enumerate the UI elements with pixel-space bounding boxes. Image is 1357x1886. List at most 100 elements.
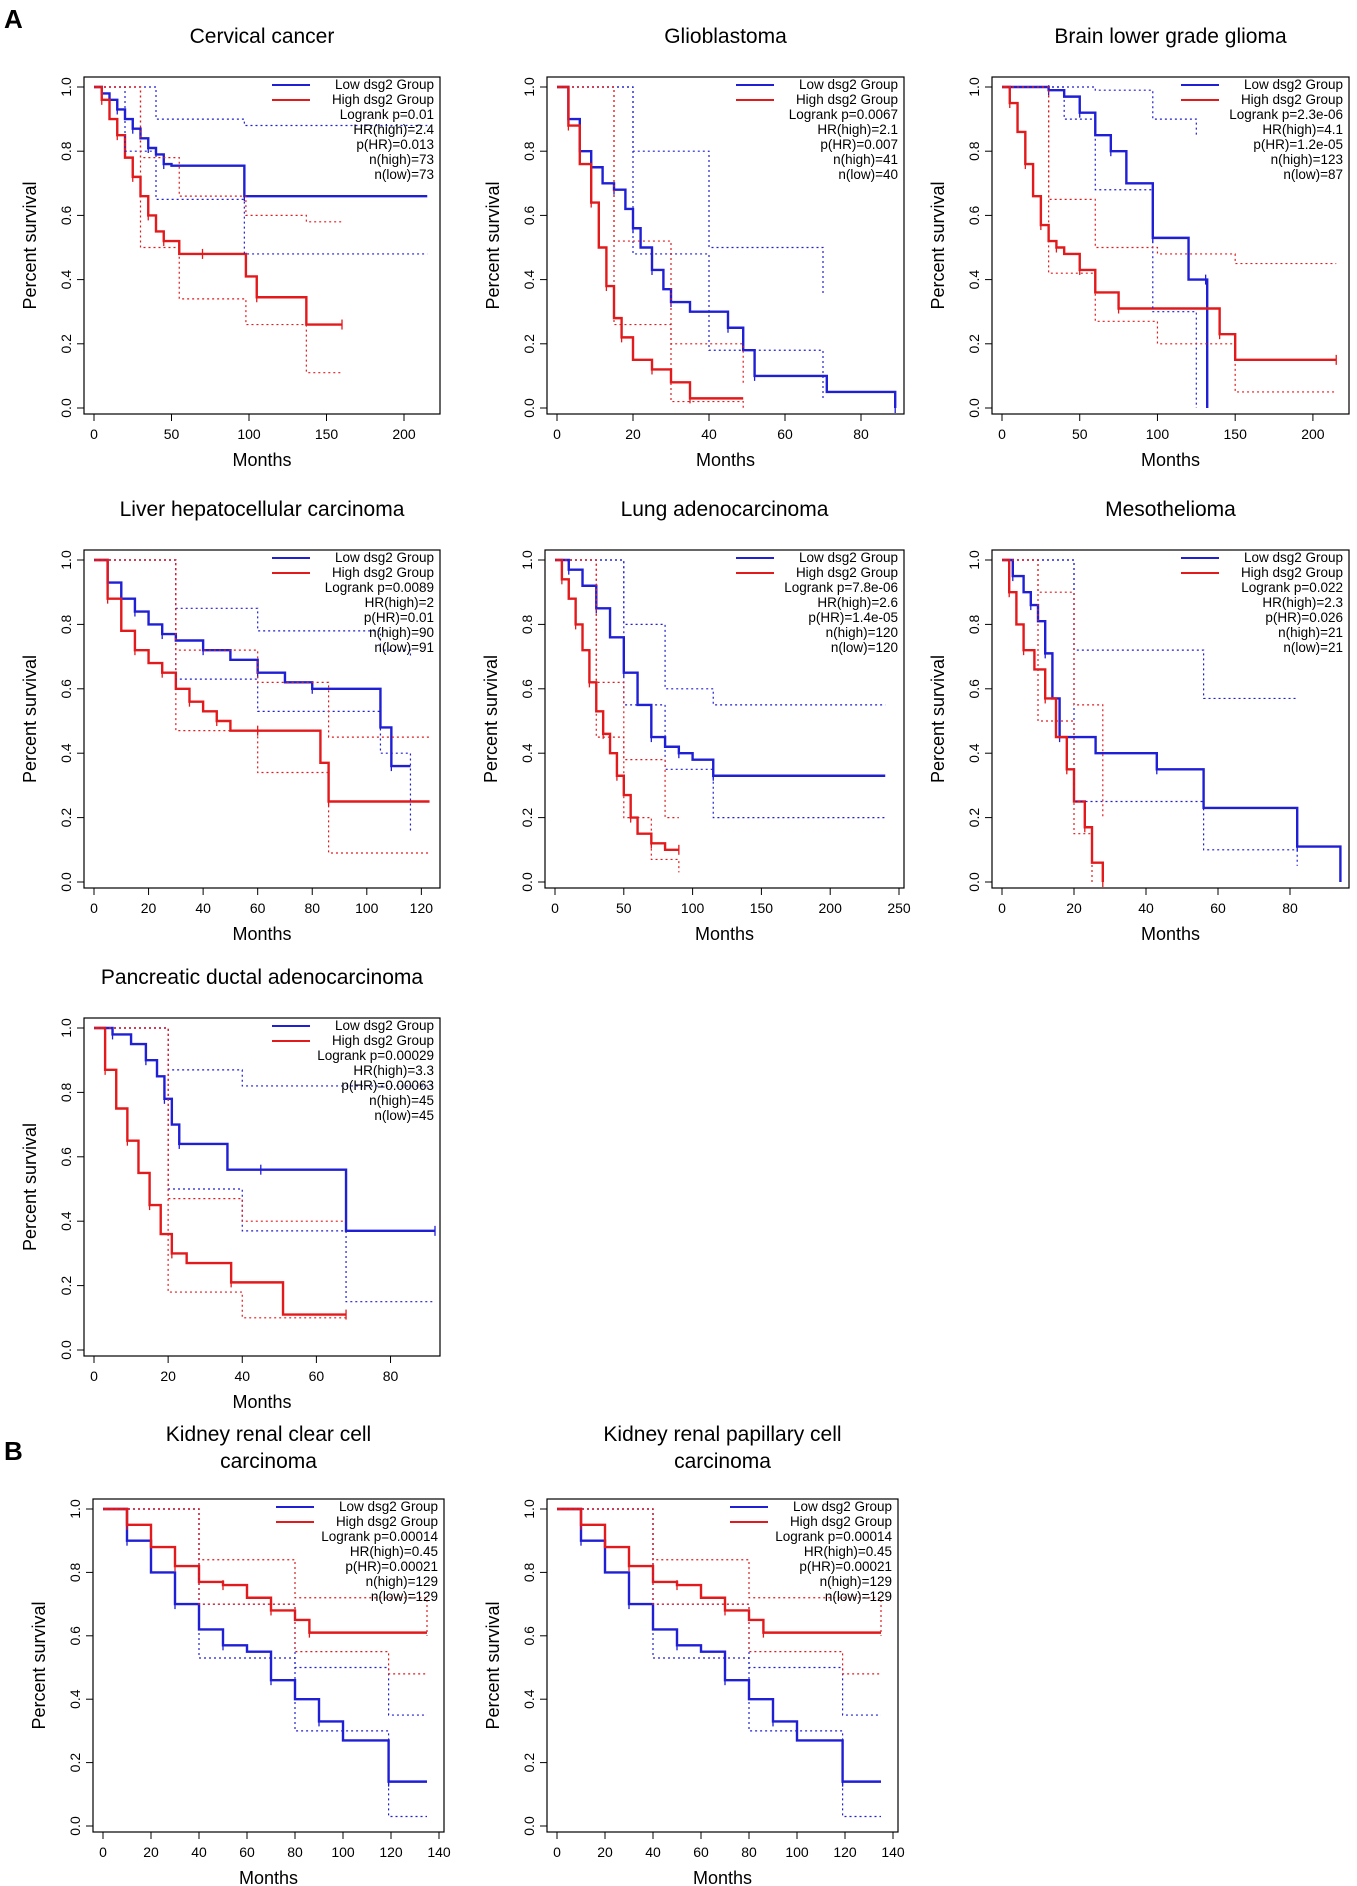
stat-annotation: n(low)=91	[374, 640, 434, 655]
y-tick-label: 0.2	[966, 808, 982, 828]
x-tick-label: 20	[1066, 900, 1082, 916]
x-axis-label: Months	[239, 1868, 298, 1886]
y-tick-label: 0.4	[521, 1689, 537, 1709]
x-tick-label: 50	[164, 426, 180, 442]
stat-annotation: HR(high)=0.45	[804, 1544, 892, 1559]
stat-annotation: n(high)=129	[366, 1574, 438, 1589]
x-tick-label: 0	[90, 426, 98, 442]
x-tick-label: 0	[553, 1844, 561, 1860]
x-axis-label: Months	[232, 924, 291, 944]
x-tick-label: 120	[379, 1844, 403, 1860]
stat-annotation: HR(high)=2.6	[817, 595, 898, 610]
x-axis-label: Months	[232, 1392, 291, 1412]
y-tick-label: 1.0	[521, 77, 537, 97]
ci-line-low-lower-ci	[94, 86, 428, 255]
y-tick-label: 0.8	[519, 614, 535, 634]
x-tick-label: 20	[143, 1844, 159, 1860]
chart-3: Brain lower grade glioma 0 50 100 150 200 Mont…	[928, 25, 1350, 470]
x-tick-label: 100	[785, 1844, 809, 1860]
legend-entry: Low dsg2 Group	[339, 1499, 438, 1514]
y-tick-label: 1.0	[966, 550, 982, 570]
x-tick-label: 60	[693, 1844, 709, 1860]
x-tick-label: 60	[777, 426, 793, 442]
y-axis-label: Percent survival	[20, 181, 40, 309]
y-tick-label: 0.0	[67, 1816, 83, 1836]
y-axis-label: Percent survival	[483, 1601, 503, 1729]
panel-label-b: B	[4, 1436, 23, 1466]
x-tick-label: 40	[234, 1368, 250, 1384]
survival-curve-high-dsg2-group	[555, 558, 679, 851]
ci-line-high-upper-ci	[94, 1027, 347, 1222]
x-axis-label: Months	[696, 450, 755, 470]
stat-annotation: p(HR)=0.00063	[341, 1078, 434, 1093]
y-tick-label: 0.2	[58, 808, 74, 828]
y-tick-label: 0.4	[521, 270, 537, 290]
x-tick-label: 120	[833, 1844, 857, 1860]
y-tick-label: 0.2	[519, 808, 535, 828]
survival-curve-low-dsg2-group	[557, 85, 897, 408]
y-tick-label: 0.4	[966, 743, 982, 763]
survival-curve-low-dsg2-group	[1002, 85, 1209, 408]
stat-annotation: HR(high)=3.3	[353, 1063, 434, 1078]
x-tick-label: 60	[239, 1844, 255, 1860]
stat-annotation: n(high)=129	[820, 1574, 892, 1589]
x-tick-label: 20	[625, 426, 641, 442]
x-tick-label: 200	[1301, 426, 1325, 442]
x-tick-label: 120	[410, 900, 434, 916]
survival-curve-low-dsg2-group	[103, 1507, 427, 1783]
stat-annotation: HR(high)=2.4	[353, 122, 434, 137]
survival-curve-low-dsg2-group	[557, 1507, 881, 1783]
survival-curve-high-dsg2-group	[94, 1026, 347, 1316]
stat-annotation: p(HR)=0.00021	[345, 1559, 438, 1574]
plot-frame	[544, 549, 905, 889]
ci-line-low-upper-ci	[94, 559, 412, 657]
y-axis-label: Percent survival	[20, 655, 40, 783]
x-axis-label: Months	[693, 1868, 752, 1886]
plot-frame	[83, 549, 441, 889]
stat-annotation: p(HR)=0.026	[1265, 610, 1343, 625]
chart-title: carcinoma	[220, 1450, 317, 1473]
chart-title: Mesothelioma	[1105, 498, 1236, 521]
y-tick-label: 0.6	[519, 679, 535, 699]
chart-title: Liver hepatocellular carcinoma	[120, 498, 405, 521]
ci-line-high-lower-ci	[557, 1508, 881, 1675]
y-tick-label: 0.8	[58, 1082, 74, 1102]
ci-line-low-upper-ci	[1002, 86, 1197, 136]
y-tick-label: 0.0	[58, 398, 74, 418]
y-tick-label: 0.4	[58, 1211, 74, 1231]
chart-title: Kidney renal clear cell	[166, 1423, 371, 1446]
y-tick-label: 0.8	[521, 1562, 537, 1582]
chart-title: Cervical cancer	[190, 25, 335, 48]
x-tick-label: 0	[551, 900, 559, 916]
stat-annotation: Logrank p=0.00014	[775, 1529, 892, 1544]
stat-annotation: n(low)=129	[825, 1589, 892, 1604]
x-tick-label: 150	[315, 426, 339, 442]
legend-entry: Low dsg2 Group	[799, 77, 898, 92]
chart-title: carcinoma	[674, 1450, 771, 1473]
x-tick-label: 80	[383, 1368, 399, 1384]
stat-annotation: n(high)=123	[1271, 152, 1343, 167]
y-axis-label: Percent survival	[928, 655, 948, 783]
ci-line-high-lower-ci	[103, 1508, 427, 1675]
legend-entry: High dsg2 Group	[332, 1033, 434, 1048]
x-tick-label: 250	[887, 900, 911, 916]
survival-curve-high-dsg2-group	[94, 85, 342, 326]
x-axis-label: Months	[232, 450, 291, 470]
y-tick-label: 0.8	[58, 141, 74, 161]
x-tick-label: 140	[881, 1844, 905, 1860]
stat-annotation: n(low)=40	[838, 167, 898, 182]
y-tick-label: 0.4	[67, 1689, 83, 1709]
stat-annotation: Logrank p=7.8e-06	[784, 580, 898, 595]
plot-frame	[83, 76, 441, 415]
y-tick-label: 0.6	[67, 1626, 83, 1646]
y-tick-label: 0.4	[519, 743, 535, 763]
stat-annotation: p(HR)=0.01	[364, 610, 434, 625]
x-tick-label: 50	[1072, 426, 1088, 442]
y-tick-label: 0.2	[58, 334, 74, 354]
legend-entry: Low dsg2 Group	[1244, 77, 1343, 92]
legend-entry: High dsg2 Group	[336, 1514, 438, 1529]
legend-entry: Low dsg2 Group	[335, 1018, 434, 1033]
y-tick-label: 0.2	[966, 334, 982, 354]
y-tick-label: 0.4	[58, 270, 74, 290]
x-tick-label: 40	[195, 900, 211, 916]
